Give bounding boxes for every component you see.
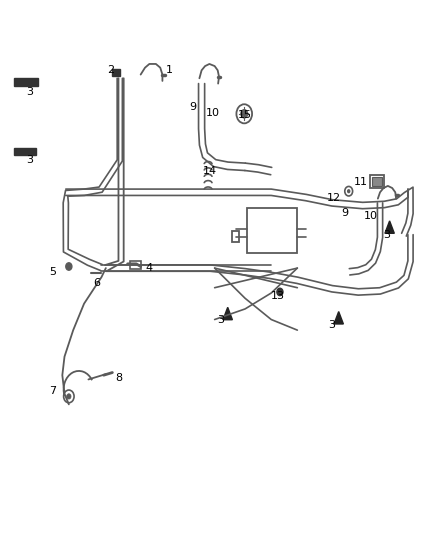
Text: 11: 11 [353, 176, 367, 187]
Circle shape [241, 110, 248, 118]
Text: 12: 12 [327, 192, 341, 203]
Circle shape [66, 263, 72, 270]
Text: 13: 13 [271, 290, 285, 301]
Circle shape [347, 189, 350, 193]
Bar [130, 261, 141, 269]
Bar [232, 231, 239, 241]
Bar [372, 177, 382, 186]
Text: 8: 8 [115, 373, 123, 383]
Text: 3: 3 [328, 320, 336, 330]
Text: 9: 9 [342, 208, 349, 219]
Bar [14, 148, 36, 155]
Bar [113, 69, 120, 76]
Text: 14: 14 [203, 166, 217, 176]
Bar [14, 78, 39, 86]
Polygon shape [223, 308, 233, 320]
Text: 3: 3 [26, 156, 33, 165]
Text: 10: 10 [205, 108, 219, 118]
Text: 7: 7 [49, 386, 57, 396]
Polygon shape [334, 312, 343, 324]
Text: 3: 3 [26, 86, 33, 96]
Bar [371, 175, 384, 188]
Text: 5: 5 [49, 267, 56, 277]
Circle shape [277, 288, 283, 296]
Text: 6: 6 [94, 278, 101, 288]
Bar [247, 208, 297, 253]
Text: 9: 9 [189, 102, 197, 112]
Text: 2: 2 [106, 66, 114, 75]
Text: 10: 10 [364, 211, 378, 221]
Polygon shape [385, 221, 394, 233]
Text: 1: 1 [166, 66, 173, 75]
Text: 3: 3 [218, 314, 225, 325]
Text: 15: 15 [238, 110, 252, 120]
Text: 3: 3 [383, 230, 390, 240]
Text: 4: 4 [146, 263, 153, 272]
Circle shape [67, 394, 71, 399]
